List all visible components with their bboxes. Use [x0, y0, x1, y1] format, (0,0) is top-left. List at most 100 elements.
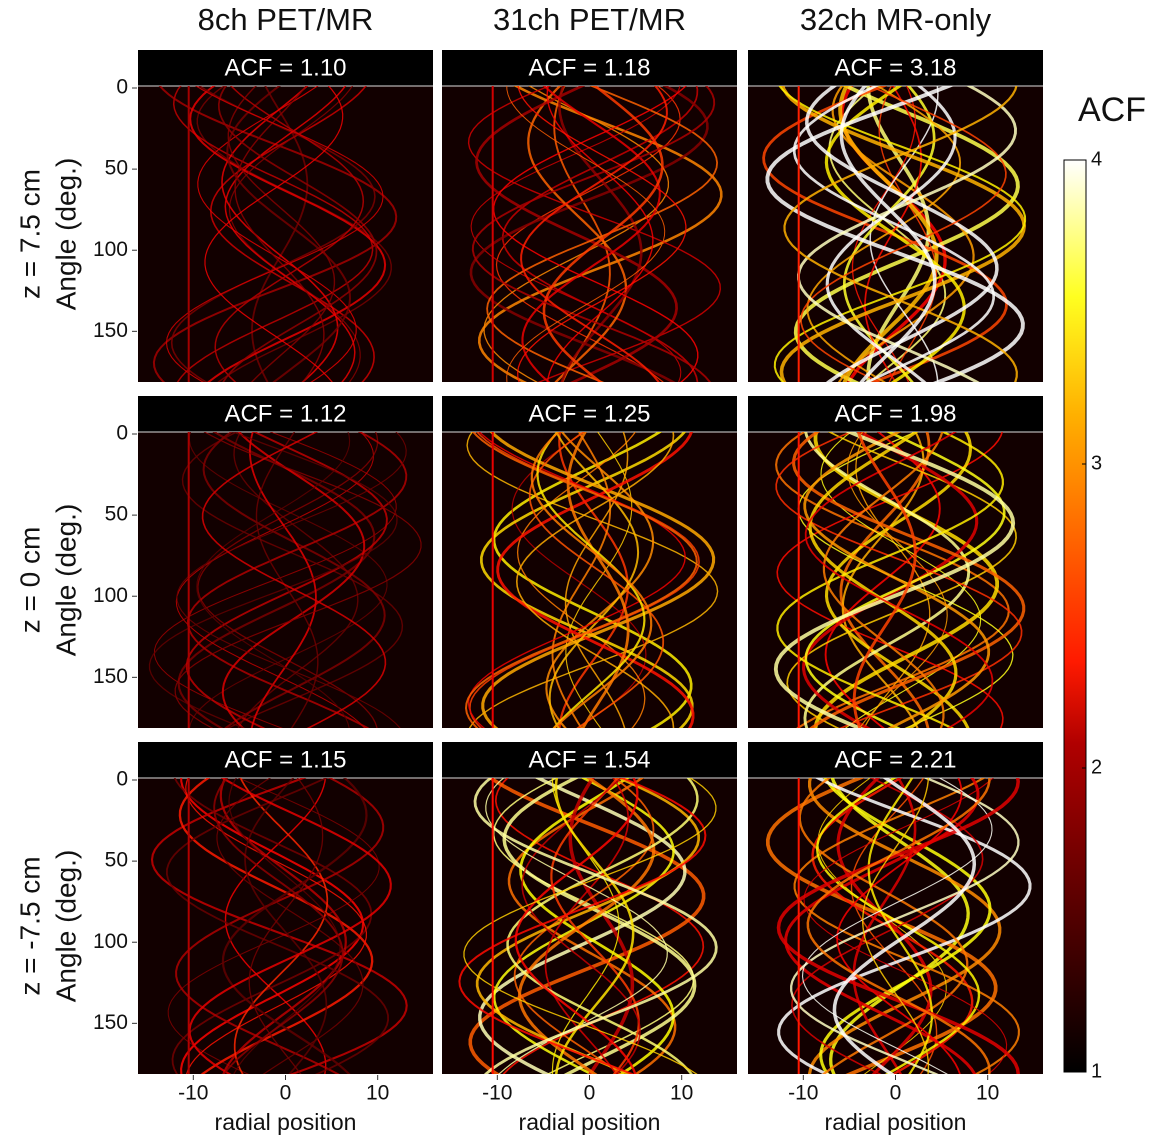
sinogram-curve: [564, 432, 629, 728]
sinogram-curve: [226, 86, 352, 382]
sinogram-curve: [791, 778, 984, 1074]
sinogram-curve: [217, 86, 378, 382]
sinogram: [458, 778, 718, 1074]
sinogram-curve: [495, 86, 681, 382]
sinogram-curve: [468, 778, 706, 1074]
sinogram-curve: [483, 86, 670, 382]
y-axis-label: Angle (deg.): [50, 850, 81, 1003]
sinogram-curve: [204, 86, 344, 382]
panel-acf: ACF = 1.54: [528, 746, 650, 773]
sinogram-curve: [801, 778, 993, 1074]
x-axis-label: radial position: [519, 1109, 661, 1135]
y-tick-label: 0: [116, 768, 128, 791]
panel-acf: ACF = 1.15: [224, 746, 346, 773]
sinogram-curve: [170, 86, 376, 382]
sinogram-curve: [213, 778, 344, 1074]
sinogram-curve: [506, 86, 666, 382]
panel-header: [442, 396, 737, 432]
sinogram-curve: [214, 86, 365, 382]
x-tick-label: 10: [976, 1082, 999, 1105]
sinogram-curve: [550, 778, 640, 1074]
y-tick-label: 50: [105, 849, 128, 872]
sinogram-curve: [221, 432, 366, 728]
sinogram-curve: [180, 778, 365, 1074]
sinogram-curve: [773, 432, 1016, 728]
sinogram-curve: [783, 86, 1018, 382]
sinogram-curve: [553, 86, 611, 382]
sinogram-curve: [188, 778, 392, 1074]
sinogram-curve: [852, 778, 917, 1074]
y-tick-label: 100: [93, 584, 128, 607]
row-label: z = 0 cm: [14, 527, 45, 634]
sinogram-curve: [471, 86, 716, 382]
panel-acf: ACF = 1.18: [528, 54, 650, 81]
sinogram-curve: [234, 86, 325, 382]
sinogram-curve: [861, 778, 930, 1074]
sinogram: [150, 778, 408, 1074]
y-tick-label: 100: [93, 238, 128, 261]
panel-acf: ACF = 3.18: [834, 54, 956, 81]
column-title: 8ch PET/MR: [198, 2, 374, 37]
sinogram-curve: [520, 86, 668, 382]
sinogram-curve: [784, 778, 980, 1074]
sinogram-curve: [255, 432, 319, 728]
panel-header: [748, 50, 1043, 86]
row-label: z = -7.5 cm: [14, 856, 45, 995]
sinogram-bg: [442, 432, 737, 728]
panel-header: [748, 396, 1043, 432]
panel-header: [138, 50, 433, 86]
panel-acf: ACF = 1.98: [834, 400, 956, 427]
sinogram-curve: [804, 432, 994, 728]
column-title: 31ch PET/MR: [493, 2, 686, 37]
y-tick-label: 0: [116, 76, 128, 99]
row-label: z = 7.5 cm: [14, 169, 45, 299]
sinogram-curve: [790, 778, 1020, 1074]
panel-acf: ACF = 1.10: [224, 54, 346, 81]
x-tick-label: -10: [178, 1082, 208, 1105]
sinogram-curve: [481, 432, 716, 728]
sinogram-curve: [551, 432, 612, 728]
sinogram: [148, 432, 422, 728]
sinogram-curve: [803, 778, 1008, 1074]
sinogram-curve: [475, 86, 678, 382]
sinogram-curve: [832, 778, 977, 1074]
sinogram-curve: [798, 778, 969, 1074]
sinogram-curve: [221, 778, 368, 1074]
sinogram-curve: [548, 432, 640, 728]
sinogram-curve: [186, 432, 408, 728]
y-tick-label: 50: [105, 157, 128, 180]
sinogram-curve: [189, 86, 387, 382]
sinogram-curve: [514, 778, 639, 1074]
sinogram-curve: [148, 432, 398, 728]
sinogram-curve: [502, 778, 697, 1074]
sinogram-curve: [496, 432, 695, 728]
sinogram-curve: [248, 778, 324, 1074]
sinogram-bg: [748, 778, 1043, 1074]
sinogram-curve: [197, 86, 357, 382]
sinogram: [464, 432, 719, 728]
sinogram-curve: [776, 432, 1004, 728]
colorbar-tick-label: 4: [1091, 148, 1102, 170]
y-tick-label: 150: [93, 665, 128, 688]
sinogram-curve: [825, 86, 957, 382]
sinogram-curve: [839, 86, 937, 382]
sinogram: [762, 86, 1027, 382]
sinogram-curve: [467, 432, 686, 728]
sinogram-curve: [233, 778, 329, 1074]
y-tick-label: 150: [93, 319, 128, 342]
colorbar-tick-label: 3: [1091, 452, 1102, 474]
sinogram: [773, 432, 1026, 728]
sinogram: [467, 86, 723, 382]
panel-acf: ACF = 2.21: [834, 746, 956, 773]
sinogram-curve: [174, 432, 422, 728]
sinogram-curve: [165, 778, 390, 1074]
panel-acf: ACF = 1.12: [224, 400, 346, 427]
sinogram-bg: [748, 432, 1043, 728]
sinogram-curve: [852, 432, 917, 728]
sinogram-curve: [808, 432, 958, 728]
sinogram-curve: [804, 432, 1006, 728]
sinogram-curve: [209, 86, 375, 382]
sinogram-curve: [165, 86, 384, 382]
colorbar-tick-label: 2: [1091, 756, 1102, 778]
sinogram: [765, 778, 1032, 1074]
